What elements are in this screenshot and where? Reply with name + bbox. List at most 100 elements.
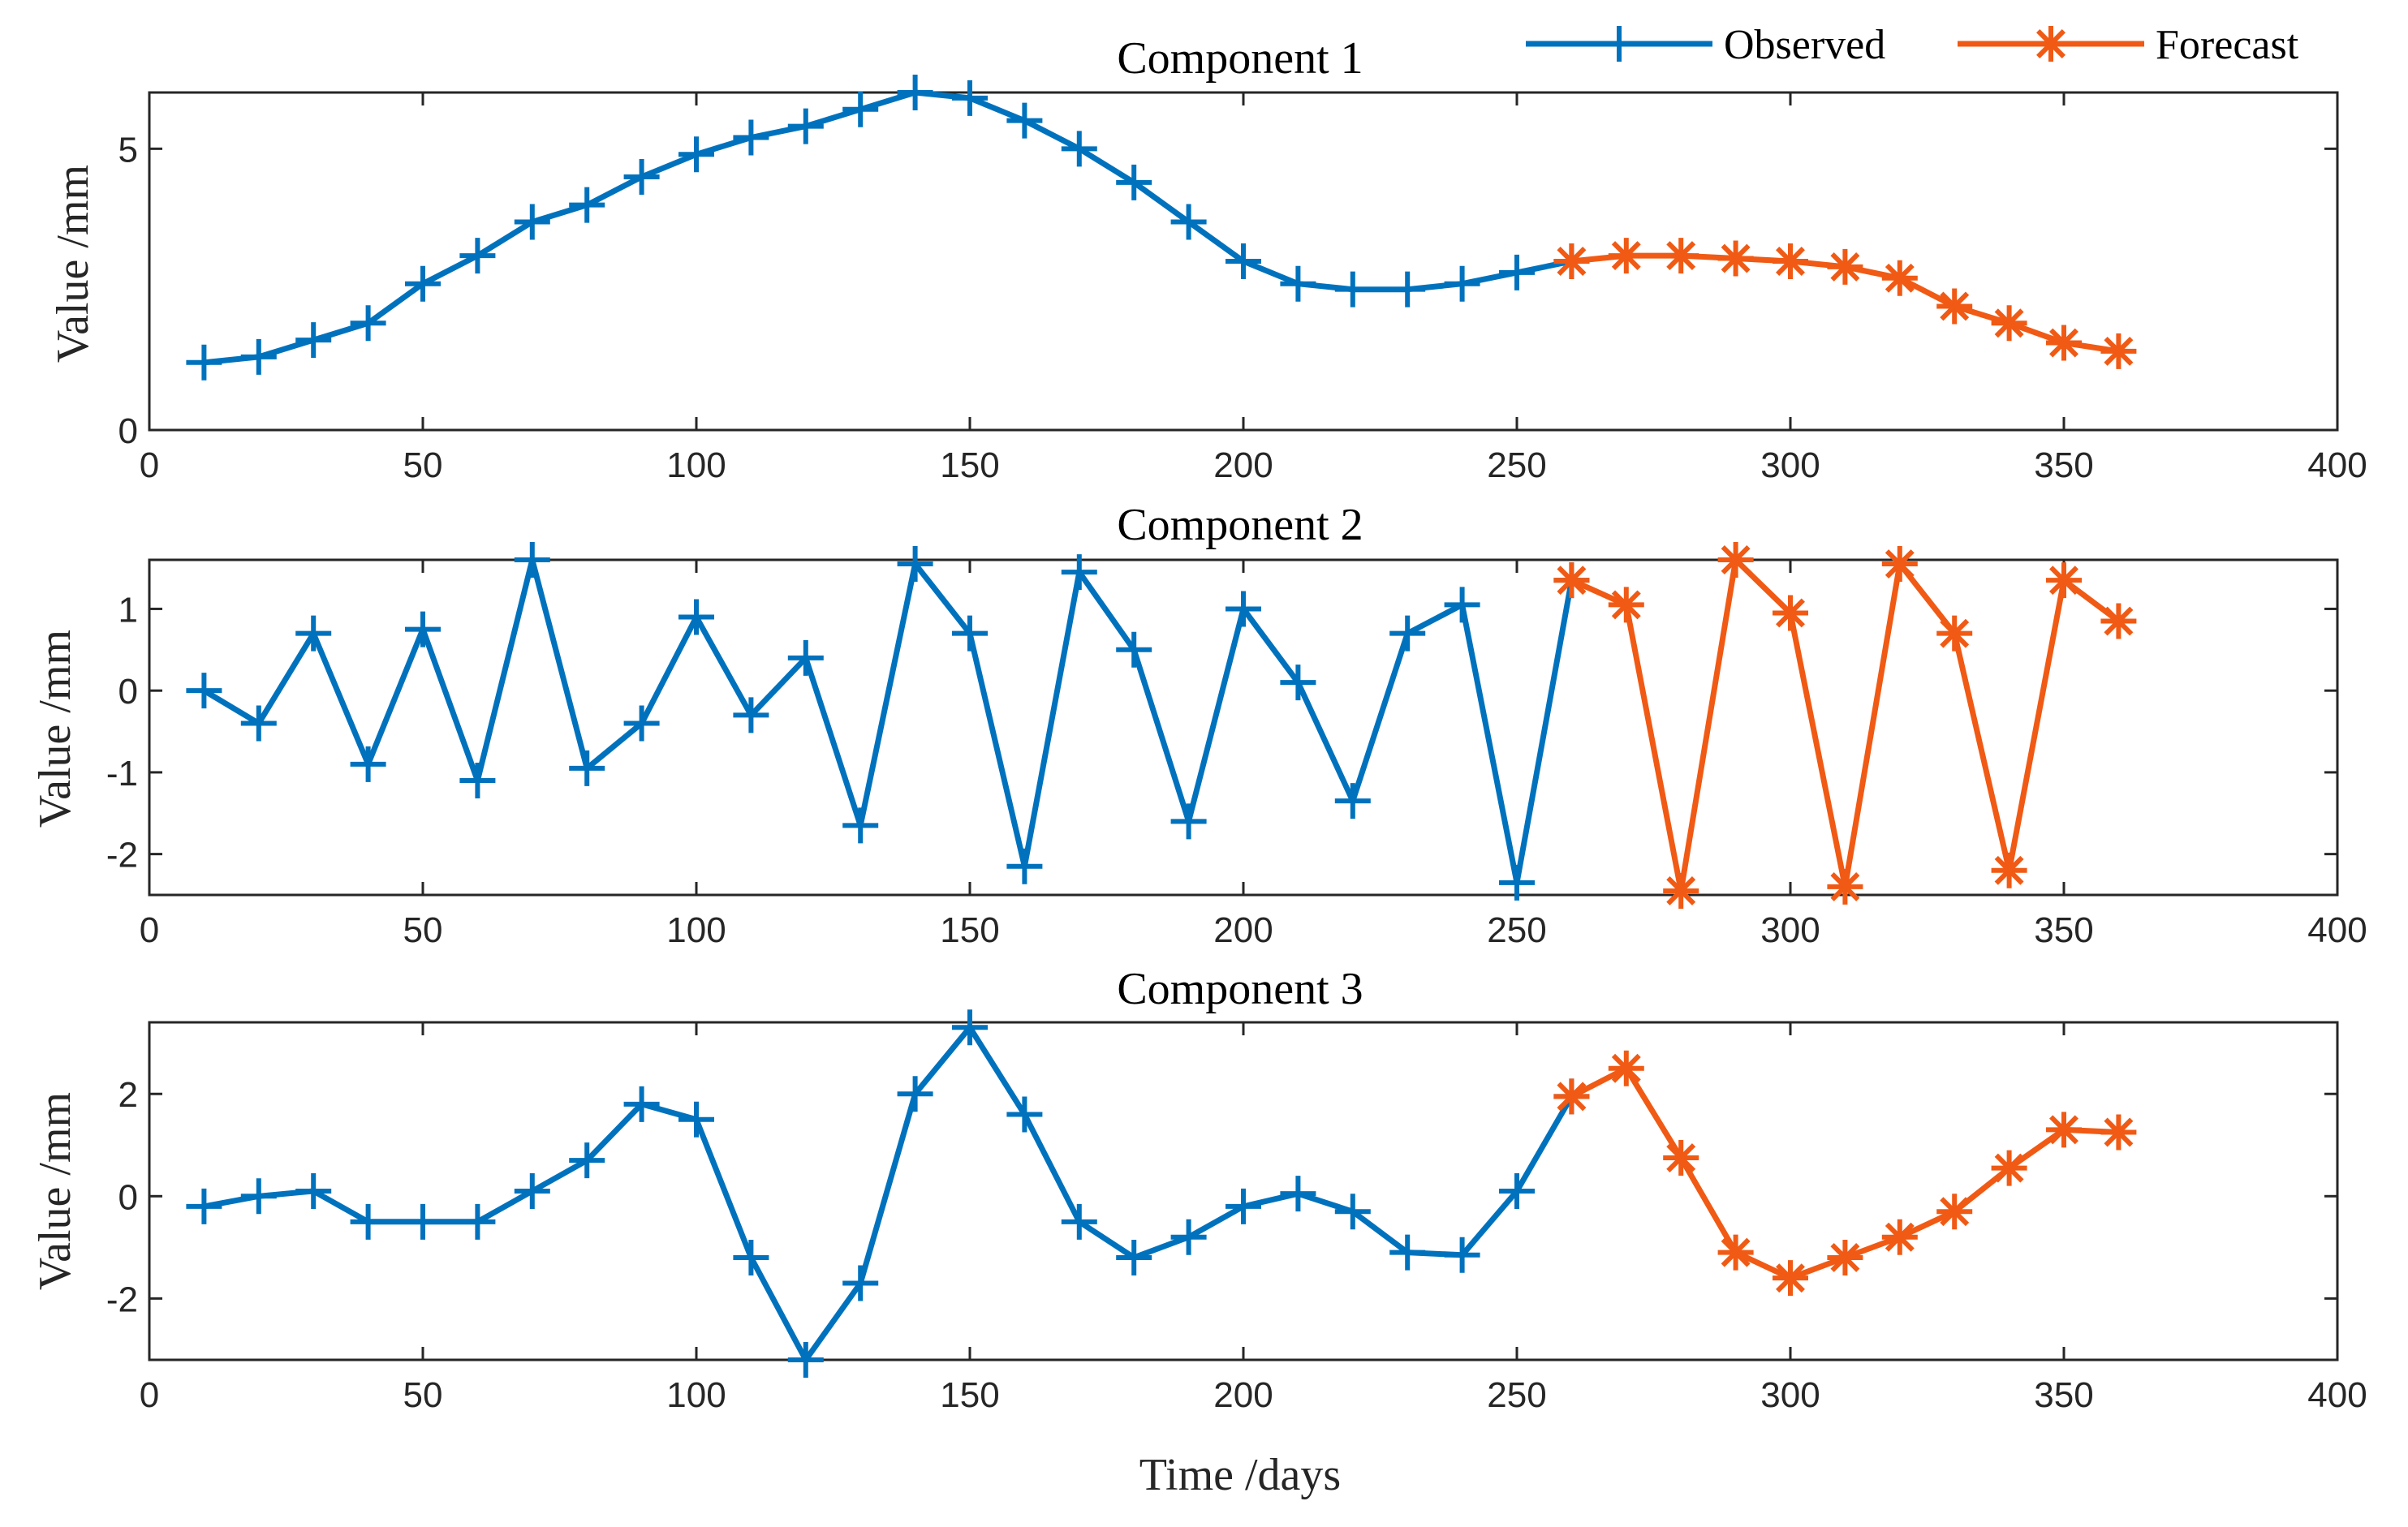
x-tick-label: 350 <box>2034 910 2093 950</box>
data-point-observed <box>186 1188 222 1224</box>
data-point-observed <box>405 611 441 647</box>
data-point-forecast <box>1663 238 1699 274</box>
y-axis-label-3: Value /mm <box>30 1092 80 1290</box>
data-point-observed <box>350 305 386 342</box>
data-point-observed <box>186 673 222 709</box>
y-axis-label-2: Value /mm <box>30 630 80 828</box>
data-point-observed <box>897 546 933 583</box>
data-point-observed <box>240 705 277 742</box>
y-tick-label: -2 <box>106 1280 138 1319</box>
data-point-observed <box>514 1173 550 1209</box>
data-point-observed <box>1170 204 1207 240</box>
data-point-observed <box>1226 1188 1261 1224</box>
y-tick-label: -1 <box>106 754 138 794</box>
x-tick-label: 200 <box>1213 1375 1273 1415</box>
data-point-forecast <box>1881 260 1918 296</box>
data-point-observed <box>733 119 769 156</box>
data-point-observed <box>842 807 879 844</box>
panel-title-3: Component 3 <box>1117 964 1363 1014</box>
data-point-observed <box>1116 164 1152 200</box>
legend-forecast-marker <box>2033 26 2069 62</box>
legend-forecast-marker-glyph <box>2033 26 2069 62</box>
data-point-observed <box>1061 554 1097 591</box>
data-point-observed <box>1444 1237 1480 1273</box>
data-point-observed <box>678 599 714 635</box>
y-tick-label: 1 <box>118 590 138 630</box>
x-tick-label: 350 <box>2034 1375 2093 1415</box>
x-tick-label: 0 <box>140 445 159 485</box>
y-tick-label: -2 <box>106 836 138 875</box>
x-tick-label: 50 <box>403 1375 443 1415</box>
data-point-observed <box>295 322 332 359</box>
data-point-forecast <box>1663 1140 1699 1176</box>
data-point-observed <box>1280 665 1316 701</box>
data-point-forecast <box>1827 868 1863 905</box>
data-point-forecast <box>1663 872 1699 909</box>
y-tick-label: 0 <box>118 672 138 712</box>
data-point-forecast <box>1991 852 2027 888</box>
data-point-forecast <box>1773 1260 1808 1297</box>
data-point-forecast <box>1936 615 1973 652</box>
legend-forecast-label: Forecast <box>2156 22 2299 68</box>
data-point-observed <box>1389 271 1426 308</box>
data-point-observed <box>787 639 824 676</box>
x-tick-label: 100 <box>666 910 726 950</box>
y-tick-label: 0 <box>118 1177 138 1217</box>
data-point-forecast <box>2046 1112 2082 1148</box>
data-point-forecast <box>1553 562 1590 599</box>
data-point-forecast <box>2046 325 2082 361</box>
data-point-observed <box>1170 803 1207 840</box>
data-point-forecast <box>1881 1219 1918 1255</box>
x-tick-label: 200 <box>1213 445 1273 485</box>
data-point-forecast <box>1553 243 1590 279</box>
data-point-forecast <box>1773 595 1808 631</box>
data-point-observed <box>295 1173 332 1209</box>
data-point-observed <box>1061 131 1097 167</box>
x-tick-label: 100 <box>666 445 726 485</box>
legend-observed-marker <box>1601 26 1637 62</box>
y-tick-label: 2 <box>118 1075 138 1115</box>
data-point-observed <box>1334 271 1371 308</box>
data-point-observed <box>623 705 660 742</box>
x-tick-label: 50 <box>403 445 443 485</box>
data-point-observed <box>514 542 550 578</box>
plot-area-1: 0 50 100 150 200 250 300 350 400 0 5 <box>118 75 2367 485</box>
data-point-observed <box>952 1009 988 1046</box>
data-point-forecast <box>1717 240 1754 277</box>
data-point-observed <box>1444 587 1480 623</box>
data-point-observed <box>514 204 550 240</box>
x-axis-label: Time /days <box>1139 1450 1341 1500</box>
data-point-observed <box>350 746 386 782</box>
legend-observed-marker-glyph <box>1601 26 1637 62</box>
data-point-forecast <box>1717 542 1754 578</box>
x-tick-label: 400 <box>2307 1375 2367 1415</box>
data-point-observed <box>569 187 605 223</box>
data-point-observed <box>733 697 769 733</box>
data-point-observed <box>842 1265 879 1301</box>
data-point-observed <box>1226 591 1261 627</box>
data-point-observed <box>1499 864 1535 901</box>
data-point-observed <box>1006 1096 1043 1133</box>
data-point-observed <box>897 1076 933 1112</box>
x-tick-label: 350 <box>2034 445 2093 485</box>
data-point-observed <box>787 1342 824 1378</box>
data-point-observed <box>1499 1173 1535 1209</box>
data-point-forecast <box>2100 1114 2137 1151</box>
data-point-forecast <box>2046 562 2082 599</box>
data-point-forecast <box>1991 305 2027 342</box>
data-point-observed <box>1334 783 1371 819</box>
x-tick-label: 250 <box>1487 1375 1546 1415</box>
x-tick-label: 100 <box>666 1375 726 1415</box>
data-point-observed <box>623 159 660 195</box>
x-tick-label: 300 <box>1760 1375 1820 1415</box>
data-point-observed <box>678 1101 714 1138</box>
data-point-observed <box>897 75 933 110</box>
panel-component-1: Component 1 Value /mm 0 50 100 150 200 250 300… <box>48 33 2367 485</box>
data-point-observed <box>1226 243 1261 279</box>
data-point-observed <box>623 1086 660 1122</box>
data-point-forecast <box>1827 1239 1863 1275</box>
x-tick-label: 150 <box>940 445 999 485</box>
data-point-observed <box>459 238 496 274</box>
x-tick-label: 300 <box>1760 910 1820 950</box>
